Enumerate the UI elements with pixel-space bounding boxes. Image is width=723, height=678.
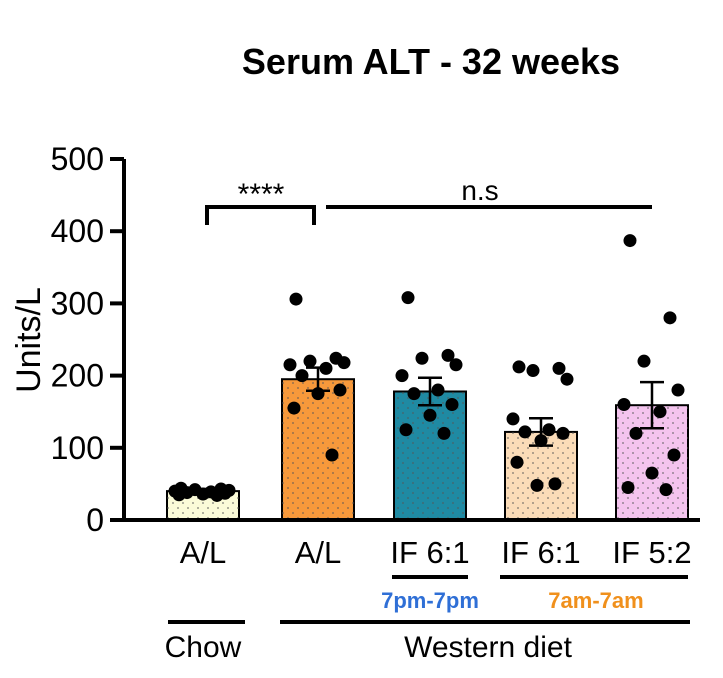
western-group: Western diet — [280, 620, 690, 664]
data-point — [196, 487, 210, 501]
y-axis-label: Units/L — [10, 287, 48, 393]
data-point — [667, 448, 681, 462]
data-point — [552, 361, 566, 375]
y-axis: 0 100 200 300 400 500 — [51, 141, 126, 538]
y-tick-label: 500 — [51, 141, 104, 177]
data-point — [311, 387, 325, 401]
data-point — [623, 234, 637, 248]
schedule-orange-group: 7am-7am — [500, 575, 688, 613]
data-point — [287, 401, 301, 415]
data-point — [548, 477, 562, 491]
y-tick-label: 300 — [51, 285, 104, 321]
data-point — [526, 364, 540, 378]
y-tick-label: 200 — [51, 358, 104, 394]
schedule-blue-label: 7pm-7pm — [381, 588, 479, 613]
data-point — [637, 354, 651, 368]
data-point — [395, 369, 409, 383]
x-tick-labels: A/L A/L IF 6:1 IF 6:1 IF 5:2 — [180, 535, 692, 570]
data-point — [506, 412, 520, 426]
significance-bracket — [205, 205, 316, 225]
data-point — [437, 426, 451, 440]
data-point — [542, 423, 556, 437]
x-tick-label: IF 6:1 — [390, 535, 469, 570]
data-point — [445, 397, 459, 411]
data-point — [510, 455, 524, 469]
schedule-blue-group: 7pm-7pm — [381, 575, 479, 613]
y-tick-label: 400 — [51, 213, 104, 249]
points-layer — [168, 234, 685, 502]
bars-layer — [122, 378, 700, 522]
data-point — [556, 426, 570, 440]
data-point — [407, 387, 421, 401]
chow-group: Chow — [165, 620, 245, 664]
data-point — [653, 405, 667, 419]
data-point — [441, 348, 455, 362]
data-point — [423, 408, 437, 422]
data-point — [319, 361, 333, 375]
data-point — [671, 383, 685, 397]
schedule-orange-label: 7am-7am — [548, 588, 643, 613]
data-point — [401, 291, 415, 305]
data-point — [295, 369, 309, 383]
chart-title: Serum ALT - 32 weeks — [242, 41, 620, 82]
data-point — [629, 426, 643, 440]
y-tick-label: 0 — [86, 502, 104, 538]
data-point — [663, 311, 677, 325]
data-point — [210, 488, 224, 502]
data-point — [333, 383, 347, 397]
x-tick-label: IF 5:2 — [612, 535, 691, 570]
western-label: Western diet — [404, 631, 573, 664]
chow-label: Chow — [165, 631, 242, 664]
significance-right-label: n.s — [461, 175, 498, 206]
significance-left-label: **** — [238, 178, 285, 211]
data-point — [659, 483, 673, 497]
data-point — [431, 383, 445, 397]
data-point — [617, 397, 631, 411]
y-tick-label: 100 — [51, 430, 104, 466]
data-point — [534, 434, 548, 448]
data-point — [172, 488, 186, 502]
data-point — [621, 481, 635, 495]
data-point — [337, 356, 351, 370]
data-point — [289, 292, 303, 306]
data-point — [530, 478, 544, 492]
x-tick-label: IF 6:1 — [501, 535, 580, 570]
data-point — [512, 360, 526, 374]
data-point — [518, 425, 532, 439]
data-point — [449, 358, 463, 372]
significance-right: n.s — [326, 175, 652, 209]
data-point — [399, 423, 413, 437]
bar-pattern — [282, 379, 354, 520]
data-point — [325, 448, 339, 462]
x-tick-label: A/L — [295, 535, 342, 570]
data-point — [283, 358, 297, 372]
data-point — [415, 351, 429, 365]
data-point — [645, 466, 659, 480]
significance-left: **** — [205, 178, 316, 225]
data-point — [303, 354, 317, 368]
data-point — [560, 372, 574, 386]
x-tick-label: A/L — [180, 535, 227, 570]
